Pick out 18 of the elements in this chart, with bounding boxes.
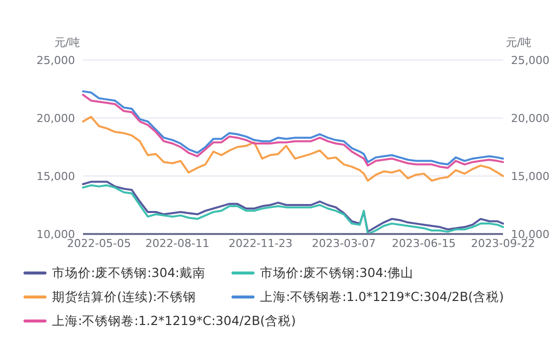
legend-label: 期货结算价(连续):不锈钢 [52, 289, 196, 304]
y2-tick-label: 25,000 [511, 54, 550, 67]
y2-tick-label: 15,000 [511, 170, 550, 183]
y2-axis-title: 元/吨 [506, 36, 532, 49]
x-tick-label: 2022-08-11 [145, 237, 210, 250]
line-series [82, 116, 504, 182]
x-tick-label: 2022-11-23 [228, 237, 293, 250]
legend-label: 市场价:废不锈钢:304:戴南 [52, 265, 206, 280]
y-tick-label: 20,000 [36, 112, 75, 125]
y-tick-label: 15,000 [36, 170, 75, 183]
x-tick-label: 2023-03-07 [312, 237, 376, 250]
legend-label: 市场价:废不锈钢:304:佛山 [260, 265, 414, 280]
y-axis-title: 元/吨 [54, 36, 80, 49]
y2-tick-label: 20,000 [511, 112, 550, 125]
x-tick-label: 2023-06-15 [392, 237, 456, 250]
y-tick-label: 25,000 [36, 54, 75, 67]
legend-label: 上海:不锈钢卷:1.2*1219*C:304/2B(含税) [52, 313, 296, 328]
legend-label: 上海:不锈钢卷:1.0*1219*C:304/2B(含税) [260, 289, 504, 304]
